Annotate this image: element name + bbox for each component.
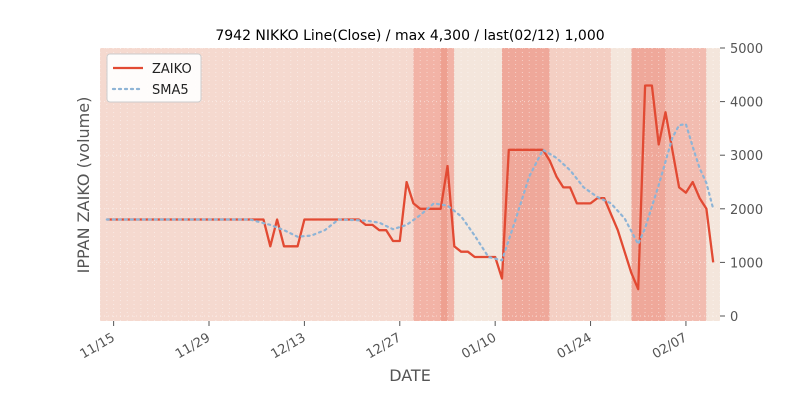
y-tick-label: 3000	[730, 149, 763, 164]
background-band	[610, 48, 632, 321]
x-axis: 11/15 11/29 12/13 12/27 01/10 01/24 02/07	[78, 321, 690, 362]
legend-label: SMA5	[152, 83, 189, 98]
y-axis-label: IPPAN ZAIKO (volume)	[74, 97, 93, 274]
x-tick-label: 11/15	[78, 330, 118, 362]
background-band	[665, 48, 707, 321]
series-group	[105, 84, 715, 291]
background-band	[706, 48, 720, 321]
y-axis: 0 1000 2000 3000 4000 5000	[720, 42, 763, 325]
x-tick-label: 02/07	[650, 330, 690, 362]
background-band	[454, 48, 502, 321]
x-tick-label: 12/13	[268, 330, 308, 362]
y-tick-label: 2000	[730, 203, 763, 218]
chart-title: 7942 NIKKO Line(Close) / max 4,300 / las…	[215, 28, 604, 44]
series-line-sma5	[105, 123, 715, 262]
legend: ZAIKO SMA5	[106, 53, 202, 103]
y-tick-label: 1000	[730, 256, 763, 271]
y-tick-label: 0	[730, 310, 738, 325]
x-tick-label: 12/27	[364, 330, 404, 362]
y-tick-label: 5000	[730, 42, 763, 57]
x-tick-label: 01/24	[555, 330, 595, 362]
x-axis-label: DATE	[389, 366, 431, 385]
background-band	[631, 48, 666, 321]
legend-label: ZAIKO	[152, 62, 192, 77]
x-tick-label: 01/10	[459, 330, 499, 362]
y-tick-label: 4000	[730, 96, 763, 111]
x-tick-label: 11/29	[173, 330, 213, 362]
background-band	[549, 48, 611, 321]
